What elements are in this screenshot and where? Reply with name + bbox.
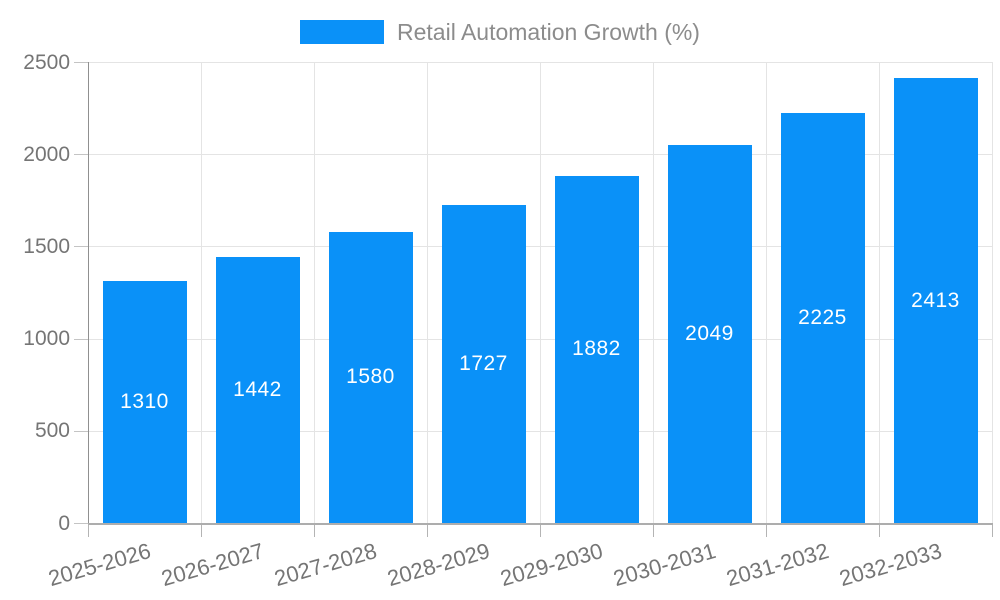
x-gridline [201, 62, 202, 523]
x-axis-tick [540, 524, 541, 537]
bar-2026-2027 [215, 257, 300, 523]
x-axis-category-label: 2026-2027 [158, 538, 267, 592]
bar-2031-2032 [780, 112, 865, 523]
x-gridline [427, 62, 428, 523]
bar-2030-2031 [667, 145, 752, 523]
bar-value-label: 1442 [233, 378, 282, 402]
x-axis-category-label: 2025-2026 [45, 538, 154, 592]
y-axis-tick [74, 246, 88, 248]
y-axis-tick-label: 0 [58, 511, 70, 535]
bar-2025-2026 [102, 281, 187, 523]
y-axis-tick-label: 500 [34, 419, 70, 443]
x-axis-tick [201, 524, 202, 537]
x-axis-line [88, 523, 993, 525]
legend-label: Retail Automation Growth (%) [397, 19, 700, 45]
x-gridline [992, 62, 993, 523]
bar-2028-2029 [441, 204, 526, 523]
x-axis-category-label: 2030-2031 [610, 538, 719, 592]
x-axis-tick [427, 524, 428, 537]
bar-value-label: 2049 [685, 322, 734, 346]
bar-value-label: 2413 [911, 288, 960, 312]
y-axis-tick-label: 1000 [23, 327, 70, 351]
bar-value-label: 1882 [572, 337, 621, 361]
bar-value-label: 1727 [459, 351, 508, 375]
x-axis-category-label: 2029-2030 [497, 538, 606, 592]
legend-swatch-icon [300, 20, 385, 44]
bar-2027-2028 [328, 231, 413, 523]
y-axis-tick [74, 523, 88, 524]
x-axis-category-label: 2031-2032 [723, 538, 832, 592]
y-axis-tick-label: 1500 [23, 234, 70, 258]
x-gridline [540, 62, 541, 523]
chart-legend[interactable]: Retail Automation Growth (%) [0, 20, 1000, 44]
x-gridline [314, 62, 315, 523]
y-axis-tick [74, 430, 88, 432]
y-axis-tick [74, 338, 88, 340]
x-axis-tick [88, 524, 89, 537]
x-axis-category-label: 2028-2029 [384, 538, 493, 592]
x-axis-tick [992, 524, 993, 537]
x-gridline [766, 62, 767, 523]
x-axis-tick [879, 524, 880, 537]
bar-value-label: 1310 [120, 390, 169, 414]
y-axis-tick [74, 62, 88, 63]
x-axis-tick [653, 524, 654, 537]
bar-2032-2033 [893, 78, 978, 523]
x-axis-tick [314, 524, 315, 537]
y-axis-tick-label: 2500 [23, 50, 70, 74]
bar-value-label: 2225 [798, 305, 847, 329]
y-axis-tick [74, 154, 88, 156]
bar-value-label: 1580 [346, 365, 395, 389]
bar-2029-2030 [554, 175, 639, 523]
x-axis-category-label: 2027-2028 [271, 538, 380, 592]
x-gridline [653, 62, 654, 523]
y-axis-tick-label: 2000 [23, 142, 70, 166]
x-axis-tick [766, 524, 767, 537]
y-axis-line [88, 62, 89, 524]
x-gridline [879, 62, 880, 523]
x-axis-category-label: 2032-2033 [836, 538, 945, 592]
